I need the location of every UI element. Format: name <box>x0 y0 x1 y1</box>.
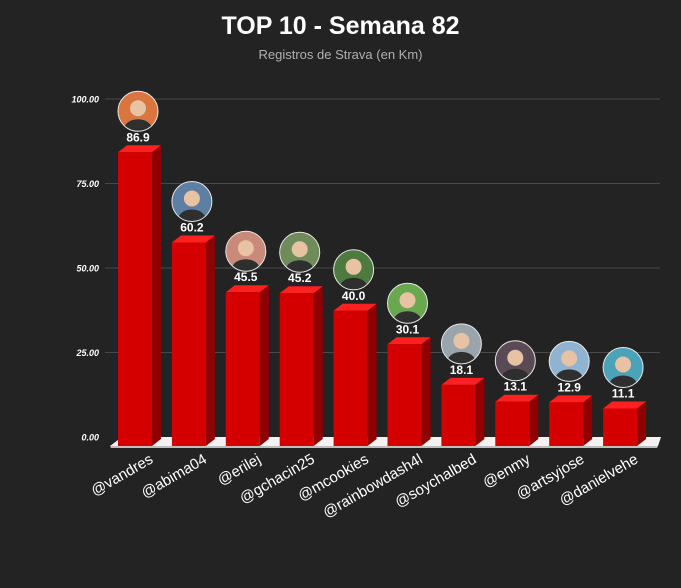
data-label: 60.2 <box>180 221 204 235</box>
data-label: 30.1 <box>396 322 420 336</box>
bar-top <box>279 286 323 294</box>
data-label: 40.0 <box>342 289 366 303</box>
avatar-ring <box>387 282 428 324</box>
data-label: 45.5 <box>234 270 258 284</box>
chart-floor-edge <box>110 446 658 448</box>
avatar <box>333 249 374 290</box>
bar-side <box>367 303 377 446</box>
bar-side <box>313 286 323 446</box>
bar <box>279 293 314 446</box>
bar <box>387 344 422 446</box>
avatar <box>225 231 266 272</box>
bar-top <box>118 145 161 153</box>
avatar <box>171 181 212 222</box>
bar-side <box>259 285 269 446</box>
y-tick-label: 75.00 <box>76 179 99 189</box>
avatar <box>279 232 320 273</box>
bar-side <box>475 377 485 446</box>
bar-side <box>583 395 593 446</box>
bar-side <box>152 145 161 446</box>
y-tick-label: 100.00 <box>71 95 99 105</box>
bar-side <box>205 235 215 446</box>
bar-top <box>171 235 215 243</box>
bar <box>495 401 530 446</box>
y-tick-label: 50.00 <box>76 264 99 274</box>
chart-title: TOP 10 - Semana 82 <box>221 12 460 40</box>
bar <box>603 408 638 446</box>
avatar-ring <box>279 231 321 273</box>
bar <box>118 152 152 446</box>
bar-top <box>225 285 269 293</box>
chart-subtitle: Registros de Strava (en Km) <box>258 47 423 62</box>
avatar-ring <box>171 181 213 223</box>
bar-top <box>441 377 485 385</box>
bar-top <box>495 394 539 402</box>
avatar-ring <box>333 249 375 291</box>
avatar <box>387 283 428 324</box>
bar-top <box>549 395 593 403</box>
avatar-ring <box>548 340 590 382</box>
data-label: 13.1 <box>504 380 528 394</box>
avatar <box>441 323 482 364</box>
data-label: 86.9 <box>126 130 150 144</box>
avatar-ring <box>602 346 644 388</box>
avatar <box>118 91 158 132</box>
avatar-ring <box>117 90 159 132</box>
avatar-ring <box>225 230 267 272</box>
bar <box>171 242 206 446</box>
avatar <box>549 341 590 382</box>
data-label: 11.1 <box>612 386 635 400</box>
y-tick-label: 25.00 <box>75 348 99 358</box>
bar <box>225 292 260 446</box>
data-label: 12.9 <box>558 380 582 394</box>
bar-top <box>387 337 431 345</box>
bar-side <box>637 401 647 446</box>
bar <box>441 384 476 446</box>
bar-side <box>529 394 539 446</box>
avatar <box>603 347 644 388</box>
data-label: 18.1 <box>450 363 474 377</box>
avatar-ring <box>494 340 536 382</box>
bar <box>549 402 584 446</box>
avatar <box>495 340 536 381</box>
bar-side <box>421 337 431 446</box>
bar-top <box>603 401 647 409</box>
bar <box>333 310 368 446</box>
data-label: 45.2 <box>288 271 312 285</box>
y-tick-label: 0.00 <box>81 433 99 443</box>
bar-top <box>333 303 377 311</box>
avatar-ring <box>440 323 482 365</box>
